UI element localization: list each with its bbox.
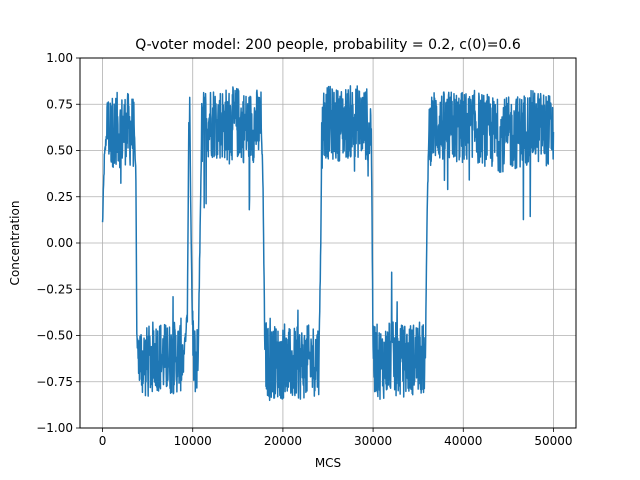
y-tick-label: 0.00 [46, 236, 73, 250]
x-tick-label: 40000 [444, 434, 482, 448]
y-tick-label: 0.25 [46, 190, 73, 204]
y-tick-label: 0.75 [46, 97, 73, 111]
y-tick-label: 1.00 [46, 51, 73, 65]
y-tick-label: 0.50 [46, 144, 73, 158]
y-tick-label: −0.25 [36, 282, 73, 296]
x-axis-label: MCS [315, 456, 341, 470]
x-tick-label: 0 [99, 434, 107, 448]
concentration-series-line [101, 85, 555, 402]
x-tick-label: 50000 [534, 434, 572, 448]
y-axis-label: Concentration [8, 201, 22, 286]
x-tick-label: 20000 [264, 434, 302, 448]
chart-title: Q-voter model: 200 people, probability =… [135, 37, 521, 53]
y-tick-label: −1.00 [36, 421, 73, 435]
tick-layer: 0 10000 20000 30000 40000 50000 −1.00 −0.75 −0.5… [36, 51, 572, 448]
data-layer [101, 85, 555, 402]
x-tick-label: 10000 [174, 434, 212, 448]
y-tick-label: −0.75 [36, 375, 73, 389]
y-tick-label: −0.50 [36, 329, 73, 343]
x-tick-label: 30000 [354, 434, 392, 448]
